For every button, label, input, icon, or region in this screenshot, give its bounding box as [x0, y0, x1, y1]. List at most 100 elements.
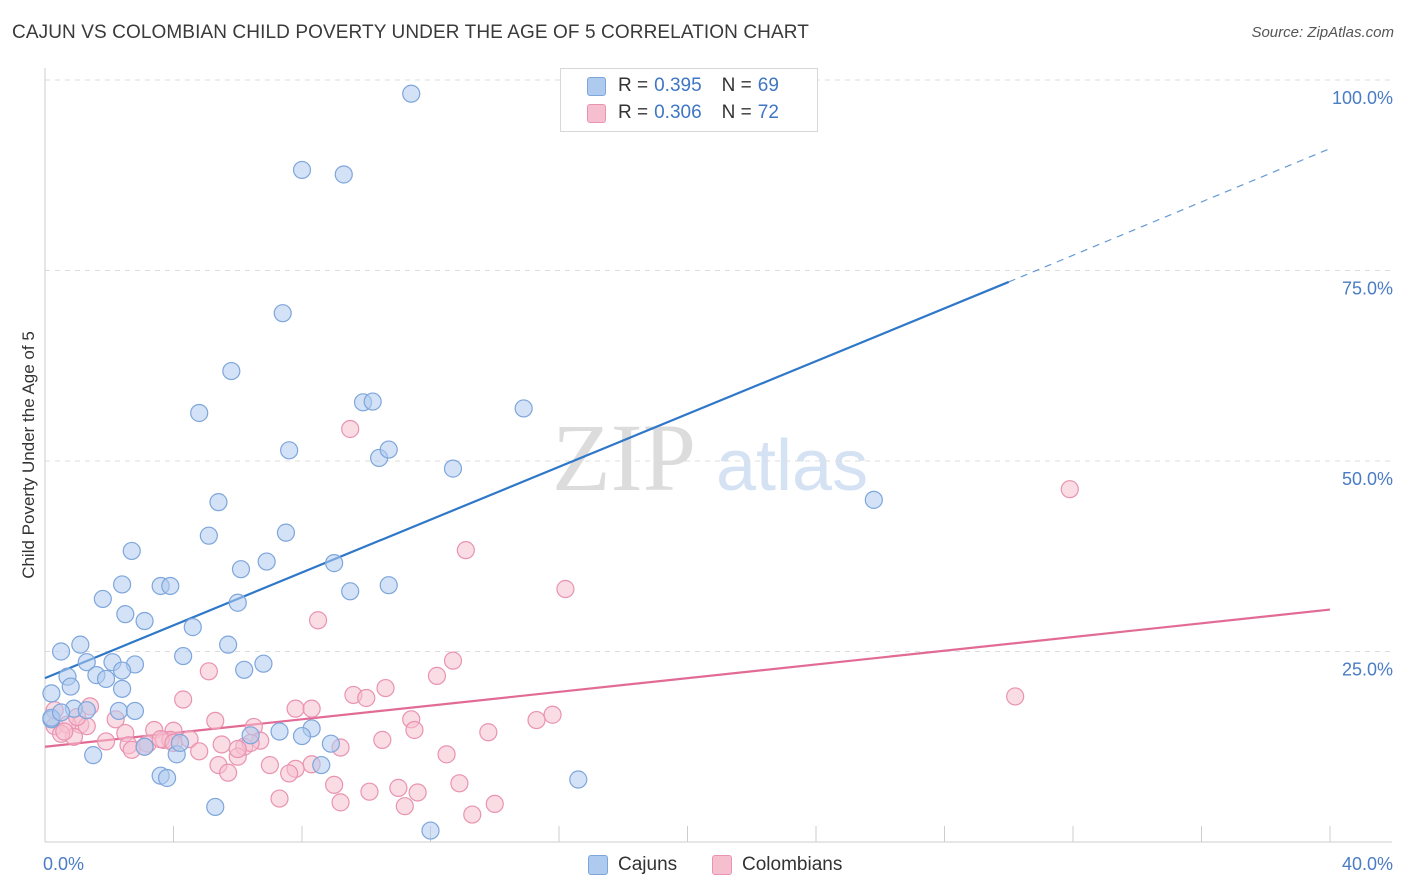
colombian-point — [450, 774, 469, 793]
cajun-point — [112, 661, 132, 680]
colombian-point — [556, 579, 575, 599]
cajun-point — [190, 403, 209, 423]
cajun-point — [51, 642, 71, 661]
cajuns-swatch — [587, 76, 606, 96]
source-label: Source: ZipAtlas.com — [1251, 24, 1394, 41]
cajun-point — [276, 523, 296, 542]
cajun-point — [157, 768, 177, 788]
legend-item-cajuns[interactable]: Cajuns — [588, 852, 677, 878]
r-label: R = — [618, 102, 649, 123]
cajuns-trend-line — [44, 280, 1010, 680]
cajun-point — [254, 654, 273, 673]
y-tick-label: 50.0% — [1342, 469, 1393, 489]
stats-legend-row-colombians: R = 0.306 N = 72 — [587, 100, 779, 126]
colombian-point — [456, 541, 475, 560]
colombian-point — [199, 662, 218, 681]
cajun-point — [514, 399, 533, 418]
x-tick-label: 40.0% — [1342, 854, 1393, 874]
colombian-point — [357, 688, 376, 708]
x-tick-label: 0.0% — [43, 854, 84, 874]
cajun-point — [116, 605, 135, 624]
cajun-point — [170, 733, 190, 753]
cajun-point — [443, 459, 463, 478]
chart-title: CAJUN VS COLOMBIAN CHILD POVERTY UNDER T… — [12, 22, 809, 43]
data-points — [42, 84, 1079, 840]
r-value: 0.306 — [654, 102, 702, 123]
n-value: 72 — [757, 102, 779, 123]
cajun-point — [341, 582, 360, 601]
colombian-point — [437, 745, 456, 764]
cajun-point — [125, 701, 145, 721]
cajuns-legend-swatch — [588, 855, 608, 875]
colombian-point — [443, 651, 463, 670]
colombian-point — [212, 735, 231, 754]
cajun-point — [292, 160, 312, 180]
cajun-point — [325, 554, 344, 573]
colombian-point — [427, 666, 447, 685]
n-label: N = — [721, 75, 752, 96]
r-label: R = — [618, 75, 649, 96]
cajun-point — [231, 560, 251, 579]
r-value: 0.395 — [654, 75, 702, 96]
colombians-legend-swatch — [712, 855, 732, 875]
y-tick-label: 25.0% — [1342, 660, 1393, 680]
cajun-point — [292, 726, 312, 746]
colombian-point — [527, 710, 546, 730]
cajun-point — [77, 653, 96, 672]
cajun-point — [219, 635, 238, 654]
stats-legend-row-cajuns: R = 0.395 N = 69 — [587, 73, 779, 99]
colombian-point — [190, 742, 209, 761]
colombians-swatch — [587, 103, 606, 123]
cajun-point — [864, 490, 883, 509]
colombian-point — [302, 699, 321, 718]
colombian-point — [331, 793, 350, 812]
watermark-zip: ZIP — [552, 404, 696, 511]
colombian-point — [325, 775, 344, 794]
cajun-point — [209, 493, 228, 512]
cajun-point — [363, 392, 382, 411]
colombian-point — [174, 690, 193, 709]
colombian-point — [270, 789, 289, 808]
cajun-point — [71, 635, 90, 654]
colombian-point — [373, 730, 392, 749]
stats-legend: R = 0.395 N = 69 R = 0.306 N = 72 — [560, 68, 818, 132]
cajuns-legend-label: Cajuns — [618, 854, 678, 875]
colombian-point — [408, 783, 427, 802]
colombian-point — [286, 699, 305, 718]
colombian-point — [360, 782, 379, 801]
colombian-point — [228, 739, 247, 759]
cajun-point — [161, 576, 180, 596]
y-axis-label: Child Poverty Under the Age of 5 — [19, 331, 38, 579]
cajun-point — [135, 737, 154, 756]
cajun-point — [273, 304, 292, 323]
colombian-point — [280, 764, 299, 783]
colombian-point — [479, 723, 498, 742]
colombian-point — [206, 711, 225, 730]
colombian-point — [55, 722, 74, 741]
cajun-point — [257, 552, 276, 571]
cajun-point — [109, 701, 128, 721]
cajun-point — [96, 669, 116, 689]
cajun-point — [241, 726, 260, 745]
cajun-point — [122, 541, 141, 561]
cajun-point — [174, 646, 193, 666]
cajun-point — [206, 797, 225, 817]
cajun-point — [112, 679, 132, 698]
cajun-point — [334, 165, 353, 184]
cajun-point — [569, 770, 588, 789]
cajun-point — [42, 684, 61, 703]
colombians-legend-label: Colombians — [742, 854, 843, 875]
cajun-point — [402, 84, 421, 103]
cajun-point — [183, 618, 202, 637]
colombian-point — [376, 678, 395, 698]
watermark-atlas: atlas — [716, 426, 868, 506]
colombian-point — [341, 419, 360, 439]
cajun-point — [228, 593, 247, 612]
cajun-point — [379, 440, 398, 459]
cajun-point — [235, 660, 254, 679]
colombian-point — [405, 720, 424, 740]
cajun-point — [321, 734, 341, 753]
legend-item-colombians[interactable]: Colombians — [712, 852, 842, 878]
colombian-point — [543, 705, 562, 724]
n-label: N = — [721, 102, 752, 123]
